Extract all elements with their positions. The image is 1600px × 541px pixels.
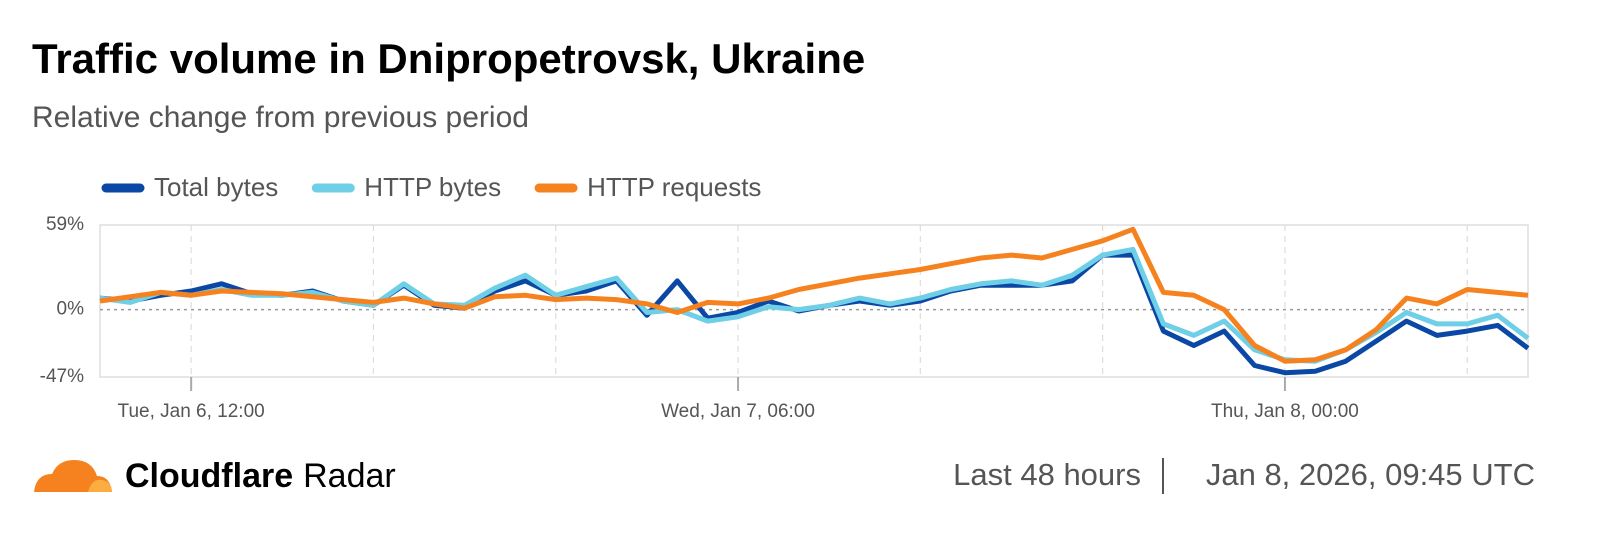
brand-name: Cloudflare [125, 457, 293, 495]
legend-label: HTTP requests [587, 172, 761, 202]
legend: Total bytes HTTP bytes HTTP requests [101, 172, 761, 202]
y-tick-label: 0% [57, 299, 85, 320]
footer-range: Last 48 hours [953, 457, 1141, 492]
series-line [99, 226, 1529, 364]
footer-timestamp: Jan 8, 2026, 09:45 UTC [1206, 457, 1535, 492]
logo-cloud-small [88, 479, 112, 492]
x-tick-label: Tue, Jan 6, 12:00 [118, 401, 265, 422]
logo [34, 460, 112, 492]
chart-subtitle: Relative change from previous period [32, 101, 529, 134]
y-tick-label: 59% [46, 214, 84, 235]
y-tick-label: -47% [40, 366, 84, 387]
plot-area: -47% 0% 59% Tue, Jan 6, 12:00 Wed, Jan 7, 06… [40, 214, 1530, 422]
chart-title: Traffic volume in Dnipropetrovsk, Ukrain… [32, 35, 865, 82]
x-tick-label: Thu, Jan 8, 00:00 [1211, 401, 1359, 422]
brand-product: Radar [303, 457, 396, 495]
legend-label: Total bytes [154, 172, 278, 202]
legend-label: HTTP bytes [364, 172, 501, 202]
x-tick-label: Wed, Jan 7, 06:00 [661, 401, 815, 422]
